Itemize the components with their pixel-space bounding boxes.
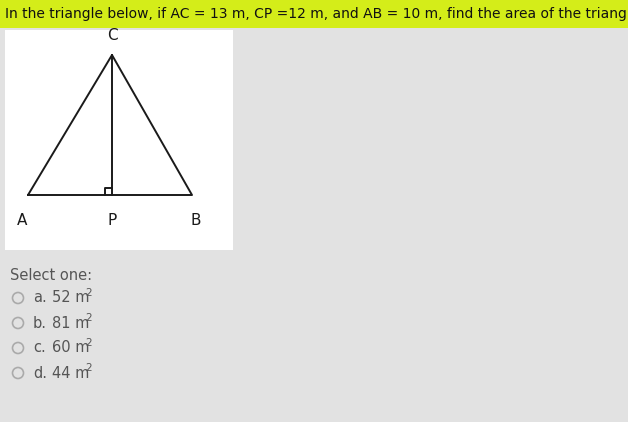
Text: In the triangle below, if AC = 13 m, CP =12 m, and AB = 10 m, find the area of t: In the triangle below, if AC = 13 m, CP … bbox=[5, 7, 628, 21]
Bar bbox=[0, 0, 628, 28]
Text: B: B bbox=[191, 213, 201, 228]
Text: 60 m: 60 m bbox=[52, 341, 90, 355]
Text: P: P bbox=[107, 213, 117, 228]
Text: 2: 2 bbox=[85, 313, 92, 323]
Text: Select one:: Select one: bbox=[10, 268, 92, 283]
Bar bbox=[5, 30, 233, 250]
Text: a.: a. bbox=[33, 290, 46, 306]
Text: 44 m: 44 m bbox=[52, 365, 89, 381]
Text: 2: 2 bbox=[85, 363, 92, 373]
Text: 2: 2 bbox=[85, 288, 92, 298]
Text: 2: 2 bbox=[85, 338, 92, 348]
Text: A: A bbox=[17, 213, 27, 228]
Text: C: C bbox=[107, 28, 117, 43]
Text: 52 m: 52 m bbox=[52, 290, 90, 306]
Text: d.: d. bbox=[33, 365, 47, 381]
Text: 81 m: 81 m bbox=[52, 316, 89, 330]
Text: c.: c. bbox=[33, 341, 46, 355]
Text: b.: b. bbox=[33, 316, 47, 330]
